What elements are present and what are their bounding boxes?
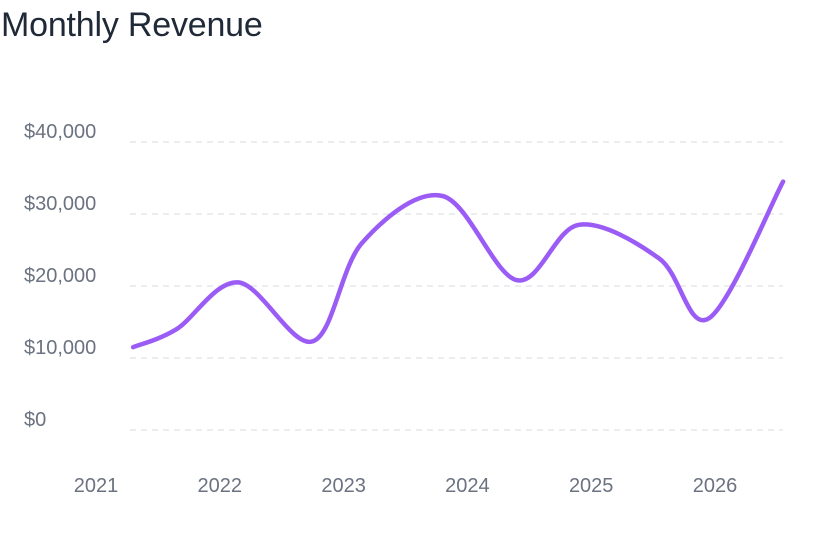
series-lines: [130, 179, 786, 350]
series-line: [130, 179, 786, 350]
chart-title: Monthly Revenue: [1, 6, 263, 44]
x-tick-label: 2022: [198, 475, 243, 497]
x-tick-label: 2023: [321, 475, 366, 497]
x-tick-label: 2021: [74, 475, 119, 497]
x-tick-label: 2024: [445, 475, 490, 497]
y-tick-label: $20,000: [24, 265, 96, 287]
y-tick-label: $10,000: [24, 337, 96, 359]
grid-lines: [130, 141, 783, 431]
y-tick-label: $40,000: [24, 121, 96, 143]
y-axis-tick-labels: $0 $10,000 $20,000 $30,000 $40,000: [24, 121, 96, 431]
x-axis-tick-labels: 2021 2022 2023 2024 2025 2026: [74, 475, 738, 497]
y-tick-label: $0: [24, 409, 46, 431]
x-tick-label: 2025: [569, 475, 614, 497]
x-tick-label: 2026: [693, 475, 738, 497]
y-tick-label: $30,000: [24, 193, 96, 215]
